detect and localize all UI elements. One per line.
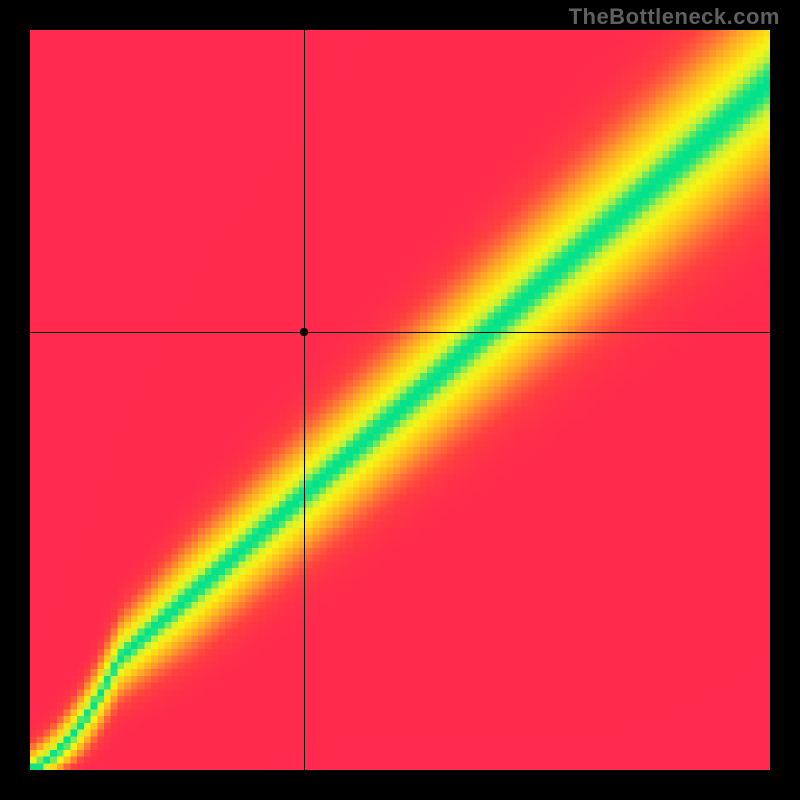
crosshair-overlay xyxy=(0,0,800,800)
attribution-text: TheBottleneck.com xyxy=(569,4,780,30)
chart-container: { "attribution": "TheBottleneck.com", "p… xyxy=(0,0,800,800)
